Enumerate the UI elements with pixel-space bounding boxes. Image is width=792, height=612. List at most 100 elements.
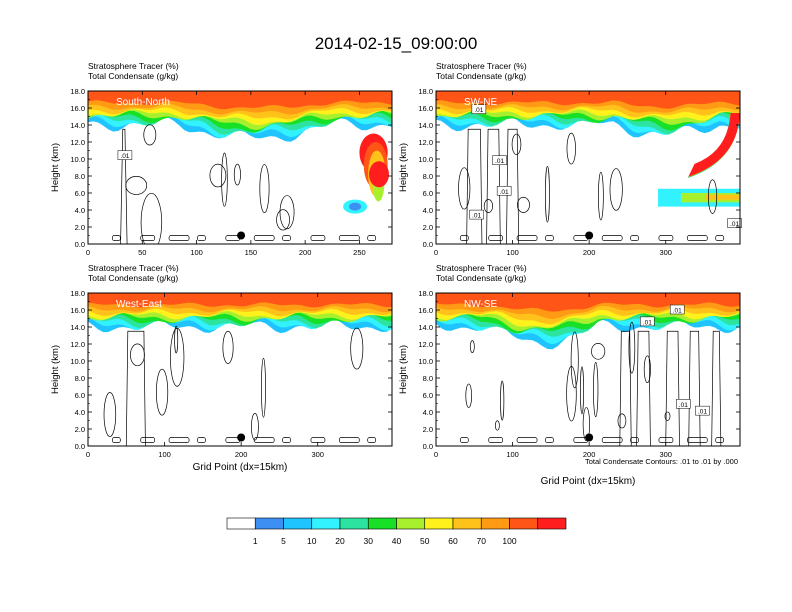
location-marker: [237, 433, 246, 442]
contour-label-box: [471, 104, 487, 114]
condensate-contour: [619, 330, 632, 446]
condensate-contour: [516, 235, 538, 241]
y-tick-label: 6.0: [75, 189, 85, 198]
figure-title: 2014-02-15_09:00:00: [315, 34, 478, 53]
contour-label: .01: [698, 409, 707, 416]
condensate-contour: [665, 330, 680, 446]
contour-info-text: Total Condensate Contours: .01 to .01 by…: [585, 457, 738, 466]
y-axis-label: Height (km): [398, 143, 409, 192]
y-tick-label: 18.0: [70, 289, 85, 298]
contour-label-box: [695, 405, 710, 416]
x-tick-label: 100: [506, 450, 519, 459]
condensate-contour: [686, 235, 708, 241]
condensate-contour: [715, 235, 725, 241]
condensate-contour: [338, 235, 360, 241]
condensate-contour: [566, 366, 577, 422]
condensate-contour: [609, 168, 623, 211]
y-axis-label: Height (km): [50, 345, 61, 394]
x-tick-label: 100: [190, 248, 203, 257]
contour-info: Total Condensate Contours: .01 to .01 by…: [585, 457, 738, 466]
condensate-contour: [259, 164, 270, 214]
condensate-contour: [310, 235, 326, 241]
colorbar-swatch: [311, 517, 341, 530]
y-tick-label: 6.0: [75, 391, 85, 400]
y-tick-label: 14.0: [70, 323, 85, 332]
panel-label: West-East: [116, 299, 162, 310]
condensate-contour: [155, 368, 169, 416]
colorbar: 1 5 10 20 30 40 50 60 70 100: [226, 517, 567, 546]
y-tick-label: 16.0: [418, 104, 433, 113]
condensate-contour: [459, 437, 469, 443]
y-tick-label: 2.0: [75, 425, 85, 434]
tracer-band: [436, 91, 740, 109]
condensate-contour: [488, 235, 504, 241]
tracer-field: [88, 91, 392, 214]
condensate-contour: [120, 128, 128, 244]
y-tick-label: 8.0: [423, 374, 433, 383]
panel-label: South-North: [116, 97, 170, 108]
condensate-contour: [494, 420, 500, 431]
condensate-contour: [197, 235, 206, 241]
y-tick-label: 16.0: [70, 306, 85, 315]
y-tick-label: 8.0: [75, 172, 85, 181]
panel-label: SW-NE: [464, 97, 497, 108]
x-tick-label: 300: [659, 248, 672, 257]
condensate-contour: [591, 343, 606, 360]
y-tick-label: 8.0: [423, 172, 433, 181]
condensate-contour: [545, 235, 554, 241]
colorbar-swatch: [283, 517, 313, 530]
condensate-contour: [111, 437, 121, 443]
colorbar-label: 10: [307, 536, 317, 546]
condensate-contours: [103, 325, 377, 446]
colorbar-swatch: [254, 517, 284, 530]
condensate-contour: [593, 362, 599, 418]
y-tick-label: 12.0: [70, 138, 85, 147]
condensate-contour: [715, 437, 725, 443]
panel-title-tracer: Stratosphere Tracer (%): [88, 61, 179, 71]
tracer-band: [88, 293, 392, 308]
contour-label: .01: [120, 153, 129, 160]
condensate-contour: [707, 179, 718, 214]
x-tick-label: 0: [86, 450, 90, 459]
colorbar-label: 50: [420, 536, 430, 546]
y-tick-label: 0.0: [423, 240, 433, 249]
x-tick-label: 50: [138, 248, 146, 257]
panel-title-condensate: Total Condensate (g/kg): [88, 71, 178, 81]
condensate-contour: [643, 355, 651, 384]
x-tick-label: 0: [434, 248, 438, 257]
condensate-contour: [140, 235, 156, 241]
y-tick-label: 2.0: [423, 223, 433, 232]
condensate-contour: [140, 437, 156, 443]
colorbar-label: 60: [448, 536, 458, 546]
condensate-contour: [580, 366, 584, 415]
contour-label: .01: [673, 308, 682, 315]
y-tick-label: 4.0: [423, 206, 433, 215]
condensate-contour: [261, 357, 266, 418]
tracer-field: [88, 293, 392, 334]
tracer-plume: [368, 161, 389, 188]
y-tick-label: 0.0: [423, 442, 433, 451]
colorbar-label: 70: [477, 536, 487, 546]
condensate-contour: [466, 128, 483, 244]
condensate-contour: [582, 407, 590, 442]
condensate-contour: [636, 330, 651, 446]
y-tick-label: 6.0: [423, 189, 433, 198]
contour-label-box: [676, 399, 691, 409]
condensate-contour: [253, 437, 275, 443]
colorbar-label: 100: [502, 536, 516, 546]
y-tick-label: 18.0: [70, 87, 85, 96]
y-tick-label: 14.0: [418, 121, 433, 130]
y-tick-label: 12.0: [418, 340, 433, 349]
condensate-contour: [143, 124, 157, 146]
condensate-contour: [253, 235, 275, 241]
condensate-contour: [125, 330, 146, 446]
colorbar-swatch: [509, 517, 539, 530]
y-tick-label: 12.0: [70, 340, 85, 349]
tracer-field: [436, 293, 740, 350]
x-tick-label: 250: [353, 248, 366, 257]
y-tick-label: 4.0: [75, 206, 85, 215]
condensate-contour: [140, 192, 163, 244]
condensate-contour: [545, 437, 554, 443]
y-tick-label: 10.0: [418, 357, 433, 366]
panel-title-tracer: Stratosphere Tracer (%): [436, 61, 527, 71]
